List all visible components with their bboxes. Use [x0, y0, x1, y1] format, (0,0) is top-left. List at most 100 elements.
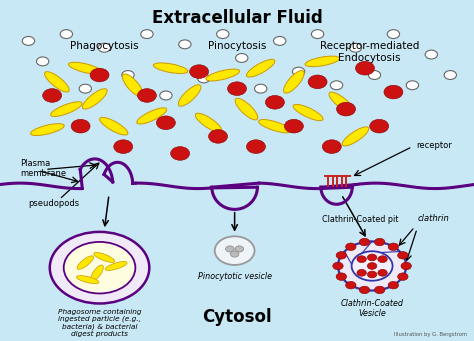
Text: Phagocytosis: Phagocytosis: [70, 41, 138, 51]
Circle shape: [137, 89, 156, 102]
Circle shape: [292, 67, 305, 76]
Text: Phagosome containing
ingested particle (e.g.,
bacteria) & bacterial
digest produ: Phagosome containing ingested particle (…: [58, 309, 141, 337]
Circle shape: [425, 50, 438, 59]
Text: Clathrin-Coated pit: Clathrin-Coated pit: [322, 215, 399, 224]
Text: Plasma
membrane: Plasma membrane: [20, 159, 66, 178]
Circle shape: [235, 246, 244, 252]
Circle shape: [374, 238, 385, 246]
Circle shape: [273, 36, 286, 45]
Text: Illustration by G. Bergstrom: Illustration by G. Bergstrom: [394, 332, 467, 337]
Ellipse shape: [122, 74, 143, 97]
Circle shape: [387, 30, 400, 39]
Circle shape: [156, 116, 175, 130]
Circle shape: [246, 140, 265, 153]
Circle shape: [90, 68, 109, 82]
Circle shape: [359, 238, 370, 246]
Ellipse shape: [137, 108, 167, 124]
Circle shape: [98, 43, 110, 52]
Circle shape: [228, 82, 246, 95]
Ellipse shape: [45, 72, 69, 92]
Circle shape: [388, 243, 399, 251]
Circle shape: [349, 43, 362, 52]
Text: receptor: receptor: [416, 141, 452, 150]
Text: Extracellular Fluid: Extracellular Fluid: [152, 9, 322, 27]
Ellipse shape: [342, 127, 369, 146]
Circle shape: [370, 119, 389, 133]
Ellipse shape: [51, 102, 82, 117]
Circle shape: [367, 263, 377, 269]
Circle shape: [141, 30, 153, 39]
Circle shape: [398, 273, 408, 280]
Circle shape: [43, 89, 62, 102]
Circle shape: [367, 254, 377, 261]
Circle shape: [401, 262, 411, 270]
Circle shape: [226, 246, 234, 252]
Circle shape: [114, 140, 133, 153]
Circle shape: [60, 30, 73, 39]
Circle shape: [122, 71, 134, 79]
Circle shape: [398, 252, 408, 259]
Ellipse shape: [195, 113, 222, 132]
Ellipse shape: [31, 124, 64, 135]
Ellipse shape: [154, 63, 188, 73]
Circle shape: [308, 75, 327, 89]
Circle shape: [36, 57, 49, 66]
Text: Pinocytotic vesicle: Pinocytotic vesicle: [198, 272, 272, 281]
Circle shape: [217, 30, 229, 39]
Circle shape: [368, 71, 381, 79]
Circle shape: [333, 262, 343, 270]
Circle shape: [357, 269, 366, 276]
Circle shape: [255, 84, 267, 93]
Circle shape: [190, 65, 209, 78]
Ellipse shape: [293, 104, 323, 121]
Circle shape: [357, 256, 366, 263]
Circle shape: [338, 241, 406, 291]
Circle shape: [311, 30, 324, 39]
Ellipse shape: [206, 69, 239, 81]
Circle shape: [388, 281, 399, 289]
Circle shape: [230, 251, 239, 257]
Circle shape: [50, 232, 149, 303]
Circle shape: [171, 147, 190, 160]
Circle shape: [322, 140, 341, 153]
Circle shape: [384, 85, 403, 99]
Circle shape: [356, 61, 374, 75]
Circle shape: [359, 286, 370, 294]
Ellipse shape: [105, 262, 127, 270]
Circle shape: [346, 243, 356, 251]
Circle shape: [337, 102, 356, 116]
Ellipse shape: [259, 120, 291, 133]
Circle shape: [71, 119, 90, 133]
Circle shape: [64, 242, 136, 294]
Ellipse shape: [69, 62, 102, 74]
Text: pseudopods: pseudopods: [28, 199, 80, 208]
Circle shape: [215, 236, 255, 265]
Ellipse shape: [329, 92, 354, 113]
Ellipse shape: [283, 71, 304, 93]
Text: Receptor-mediated
Endocytosis: Receptor-mediated Endocytosis: [320, 41, 419, 62]
Ellipse shape: [77, 256, 93, 269]
Circle shape: [330, 81, 343, 90]
Circle shape: [22, 36, 35, 45]
Circle shape: [284, 119, 303, 133]
Circle shape: [378, 256, 387, 263]
Ellipse shape: [235, 98, 258, 120]
Ellipse shape: [94, 252, 115, 263]
Ellipse shape: [82, 89, 107, 109]
Ellipse shape: [76, 276, 99, 284]
Circle shape: [236, 54, 248, 62]
Ellipse shape: [100, 117, 128, 135]
Circle shape: [336, 273, 346, 280]
Text: Cytosol: Cytosol: [202, 308, 272, 326]
Circle shape: [79, 84, 91, 93]
Circle shape: [374, 286, 385, 294]
Ellipse shape: [305, 56, 339, 66]
Circle shape: [378, 269, 387, 276]
Circle shape: [160, 91, 172, 100]
Circle shape: [336, 252, 346, 259]
Circle shape: [406, 81, 419, 90]
Ellipse shape: [178, 85, 201, 106]
Circle shape: [209, 130, 228, 143]
Circle shape: [179, 40, 191, 49]
Circle shape: [346, 281, 356, 289]
